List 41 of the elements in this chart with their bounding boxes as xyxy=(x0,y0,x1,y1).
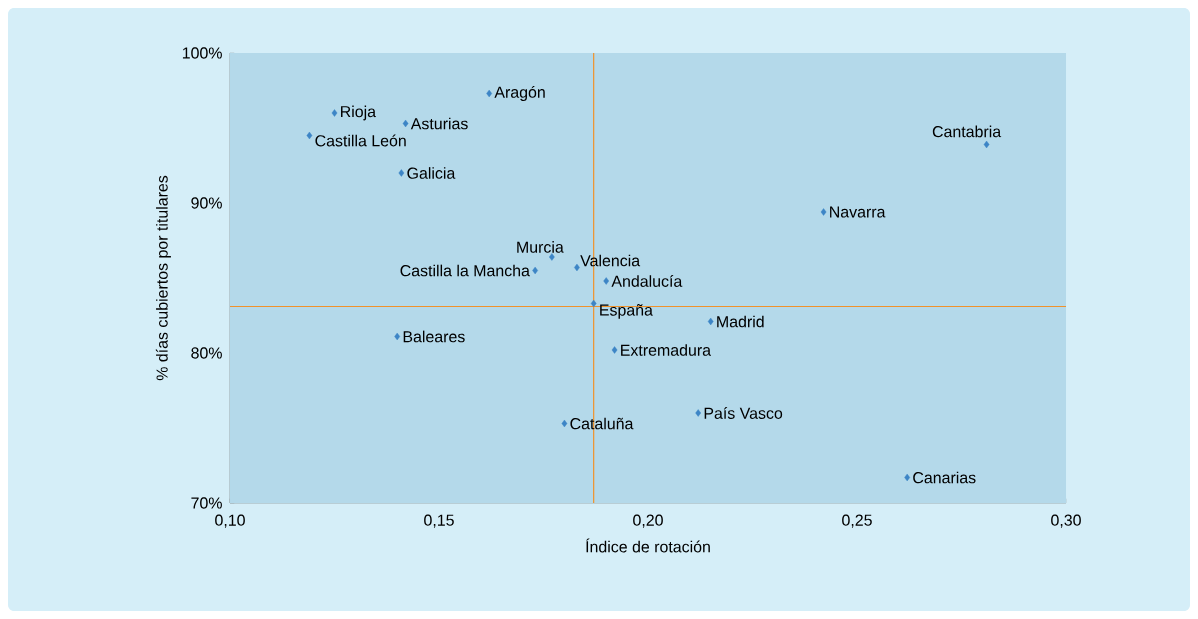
annotation: Cantabria xyxy=(932,125,1002,138)
annotation: Extremadura xyxy=(621,344,712,356)
point xyxy=(611,346,618,354)
annotation: Galicia xyxy=(407,167,456,179)
annotation: Asturias xyxy=(410,117,468,130)
x-tick-label: 0,15 xyxy=(424,514,454,528)
annotation: Castilla León xyxy=(315,134,406,147)
point xyxy=(590,299,597,308)
annotation: País Vasco xyxy=(704,407,783,419)
y-axis-title: % días cubiertos por titulares xyxy=(155,175,171,381)
annotation: Castilla la Mancha xyxy=(400,264,530,277)
annotation: España xyxy=(600,304,653,319)
x-tick-label: 0,20 xyxy=(633,514,663,528)
annotation: Navarra xyxy=(830,206,886,218)
annotation: Rioja xyxy=(341,105,377,121)
point xyxy=(707,317,714,326)
annotation: Canarias xyxy=(913,471,976,484)
y-tick-label: 90% xyxy=(191,197,222,209)
x-axis-title: Índice de rotación xyxy=(586,538,710,553)
annotation: Madrid xyxy=(717,315,764,328)
annotation: Murcia xyxy=(517,241,564,253)
y-tick-label: 80% xyxy=(191,347,222,359)
y-tick-label: 100% xyxy=(182,47,222,59)
point xyxy=(331,109,338,117)
point xyxy=(561,419,568,428)
x-tick-label: 0,30 xyxy=(1051,514,1081,528)
point xyxy=(394,332,401,341)
point xyxy=(603,277,610,285)
x-tick-label: 0,10 xyxy=(215,514,245,528)
annotation: Andalucía xyxy=(611,275,683,287)
y-tick-label: 70% xyxy=(191,497,222,509)
x-tick-label: 0,25 xyxy=(842,514,872,528)
point xyxy=(549,253,555,261)
point xyxy=(398,169,405,177)
annotation: Baleares xyxy=(403,330,465,343)
point xyxy=(820,208,827,216)
point xyxy=(306,131,313,140)
annotation: Aragón xyxy=(494,85,545,102)
point xyxy=(402,119,409,128)
point xyxy=(695,409,701,417)
point xyxy=(983,140,990,149)
